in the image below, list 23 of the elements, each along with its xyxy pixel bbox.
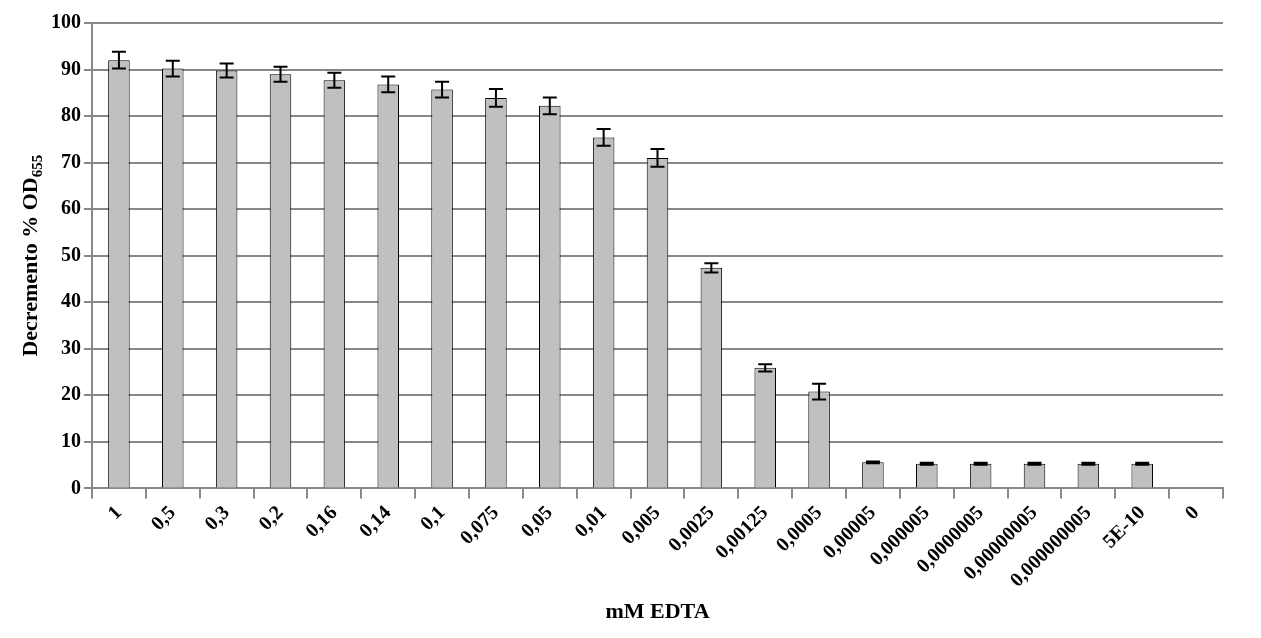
x-tick-label: 0,5 [146, 500, 180, 535]
y-tick-label: 100 [51, 10, 81, 33]
x-axis-title: mM EDTA [605, 598, 710, 624]
y-tick-label: 50 [61, 242, 81, 265]
x-tick-label: 0,05 [515, 500, 557, 542]
x-tick-label: 1 [102, 500, 126, 524]
y-tick-label: 40 [61, 289, 81, 312]
y-axis-title: Decremento % OD655 [17, 154, 45, 357]
y-tick-label: 80 [61, 103, 81, 126]
y-tick-label: 30 [61, 335, 81, 358]
y-tick-label: 10 [61, 429, 81, 452]
x-tick-label: 0,01 [569, 500, 611, 542]
x-tick-label: 0 [1179, 500, 1203, 524]
x-tick-label: 0,16 [300, 500, 341, 542]
x-tick-label: 0,14 [354, 500, 395, 542]
x-tick-label: 0,1 [415, 500, 449, 535]
x-tick-label: 0,2 [253, 500, 287, 535]
x-tick-label: 0,3 [199, 500, 234, 535]
y-tick-label: 60 [61, 196, 81, 219]
y-tick-label: 90 [61, 56, 81, 79]
y-tick-label: 20 [61, 382, 81, 405]
y-tick-label: 0 [71, 475, 81, 498]
y-tick-label: 70 [61, 149, 81, 172]
